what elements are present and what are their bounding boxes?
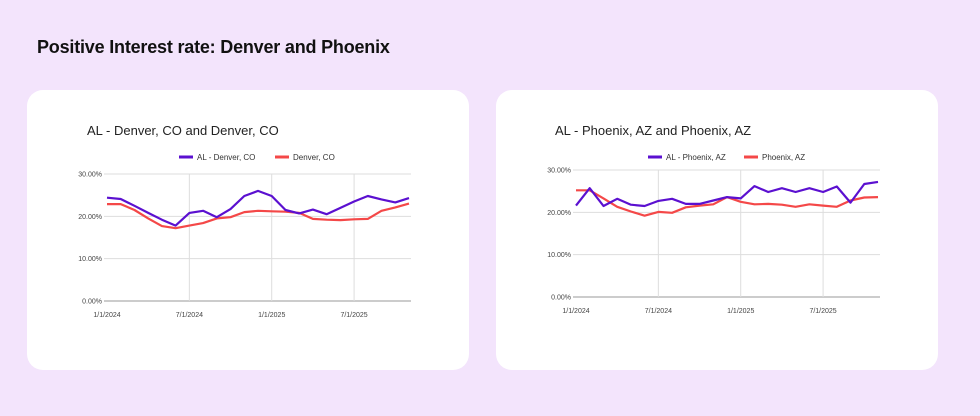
chart-card-denver: AL - Denver, CO and Denver, CO AL - Denve… bbox=[27, 90, 469, 370]
chart-title: AL - Denver, CO and Denver, CO bbox=[87, 123, 279, 138]
x-tick-label: 7/1/2024 bbox=[176, 312, 203, 319]
x-tick-label: 1/1/2025 bbox=[258, 312, 285, 319]
x-tick-label: 1/1/2025 bbox=[727, 308, 754, 315]
y-tick-label: 30.00% bbox=[547, 168, 571, 175]
x-tick-label: 7/1/2024 bbox=[645, 308, 672, 315]
legend-label: AL - Denver, CO bbox=[197, 153, 255, 162]
x-tick-label: 7/1/2025 bbox=[340, 312, 367, 319]
chart-card-phoenix: AL - Phoenix, AZ and Phoenix, AZ AL - Pho… bbox=[496, 90, 938, 370]
x-tick-label: 1/1/2024 bbox=[93, 312, 120, 319]
series-line bbox=[107, 202, 410, 230]
series-line bbox=[575, 180, 879, 208]
y-tick-label: 20.00% bbox=[547, 210, 571, 217]
chart-denver: AL - Denver, CO and Denver, CO AL - Denve… bbox=[78, 123, 411, 319]
x-tick-label: 7/1/2025 bbox=[809, 308, 836, 315]
chart-phoenix: AL - Phoenix, AZ and Phoenix, AZ AL - Pho… bbox=[547, 123, 880, 315]
page-title: Positive Interest rate: Denver and Phoen… bbox=[37, 37, 390, 57]
x-tick-label: 1/1/2024 bbox=[562, 308, 589, 315]
chart-title: AL - Phoenix, AZ and Phoenix, AZ bbox=[555, 123, 751, 138]
y-tick-label: 10.00% bbox=[547, 252, 571, 259]
series-line bbox=[106, 189, 410, 227]
legend-label: Phoenix, AZ bbox=[762, 153, 805, 162]
y-tick-label: 10.00% bbox=[78, 256, 102, 263]
y-tick-label: 20.00% bbox=[78, 214, 102, 221]
legend-label: AL - Phoenix, AZ bbox=[666, 153, 726, 162]
legend-label: Denver, CO bbox=[293, 153, 335, 162]
y-tick-label: 0.00% bbox=[551, 295, 571, 302]
y-tick-label: 30.00% bbox=[78, 172, 102, 179]
y-tick-label: 0.00% bbox=[82, 299, 102, 306]
